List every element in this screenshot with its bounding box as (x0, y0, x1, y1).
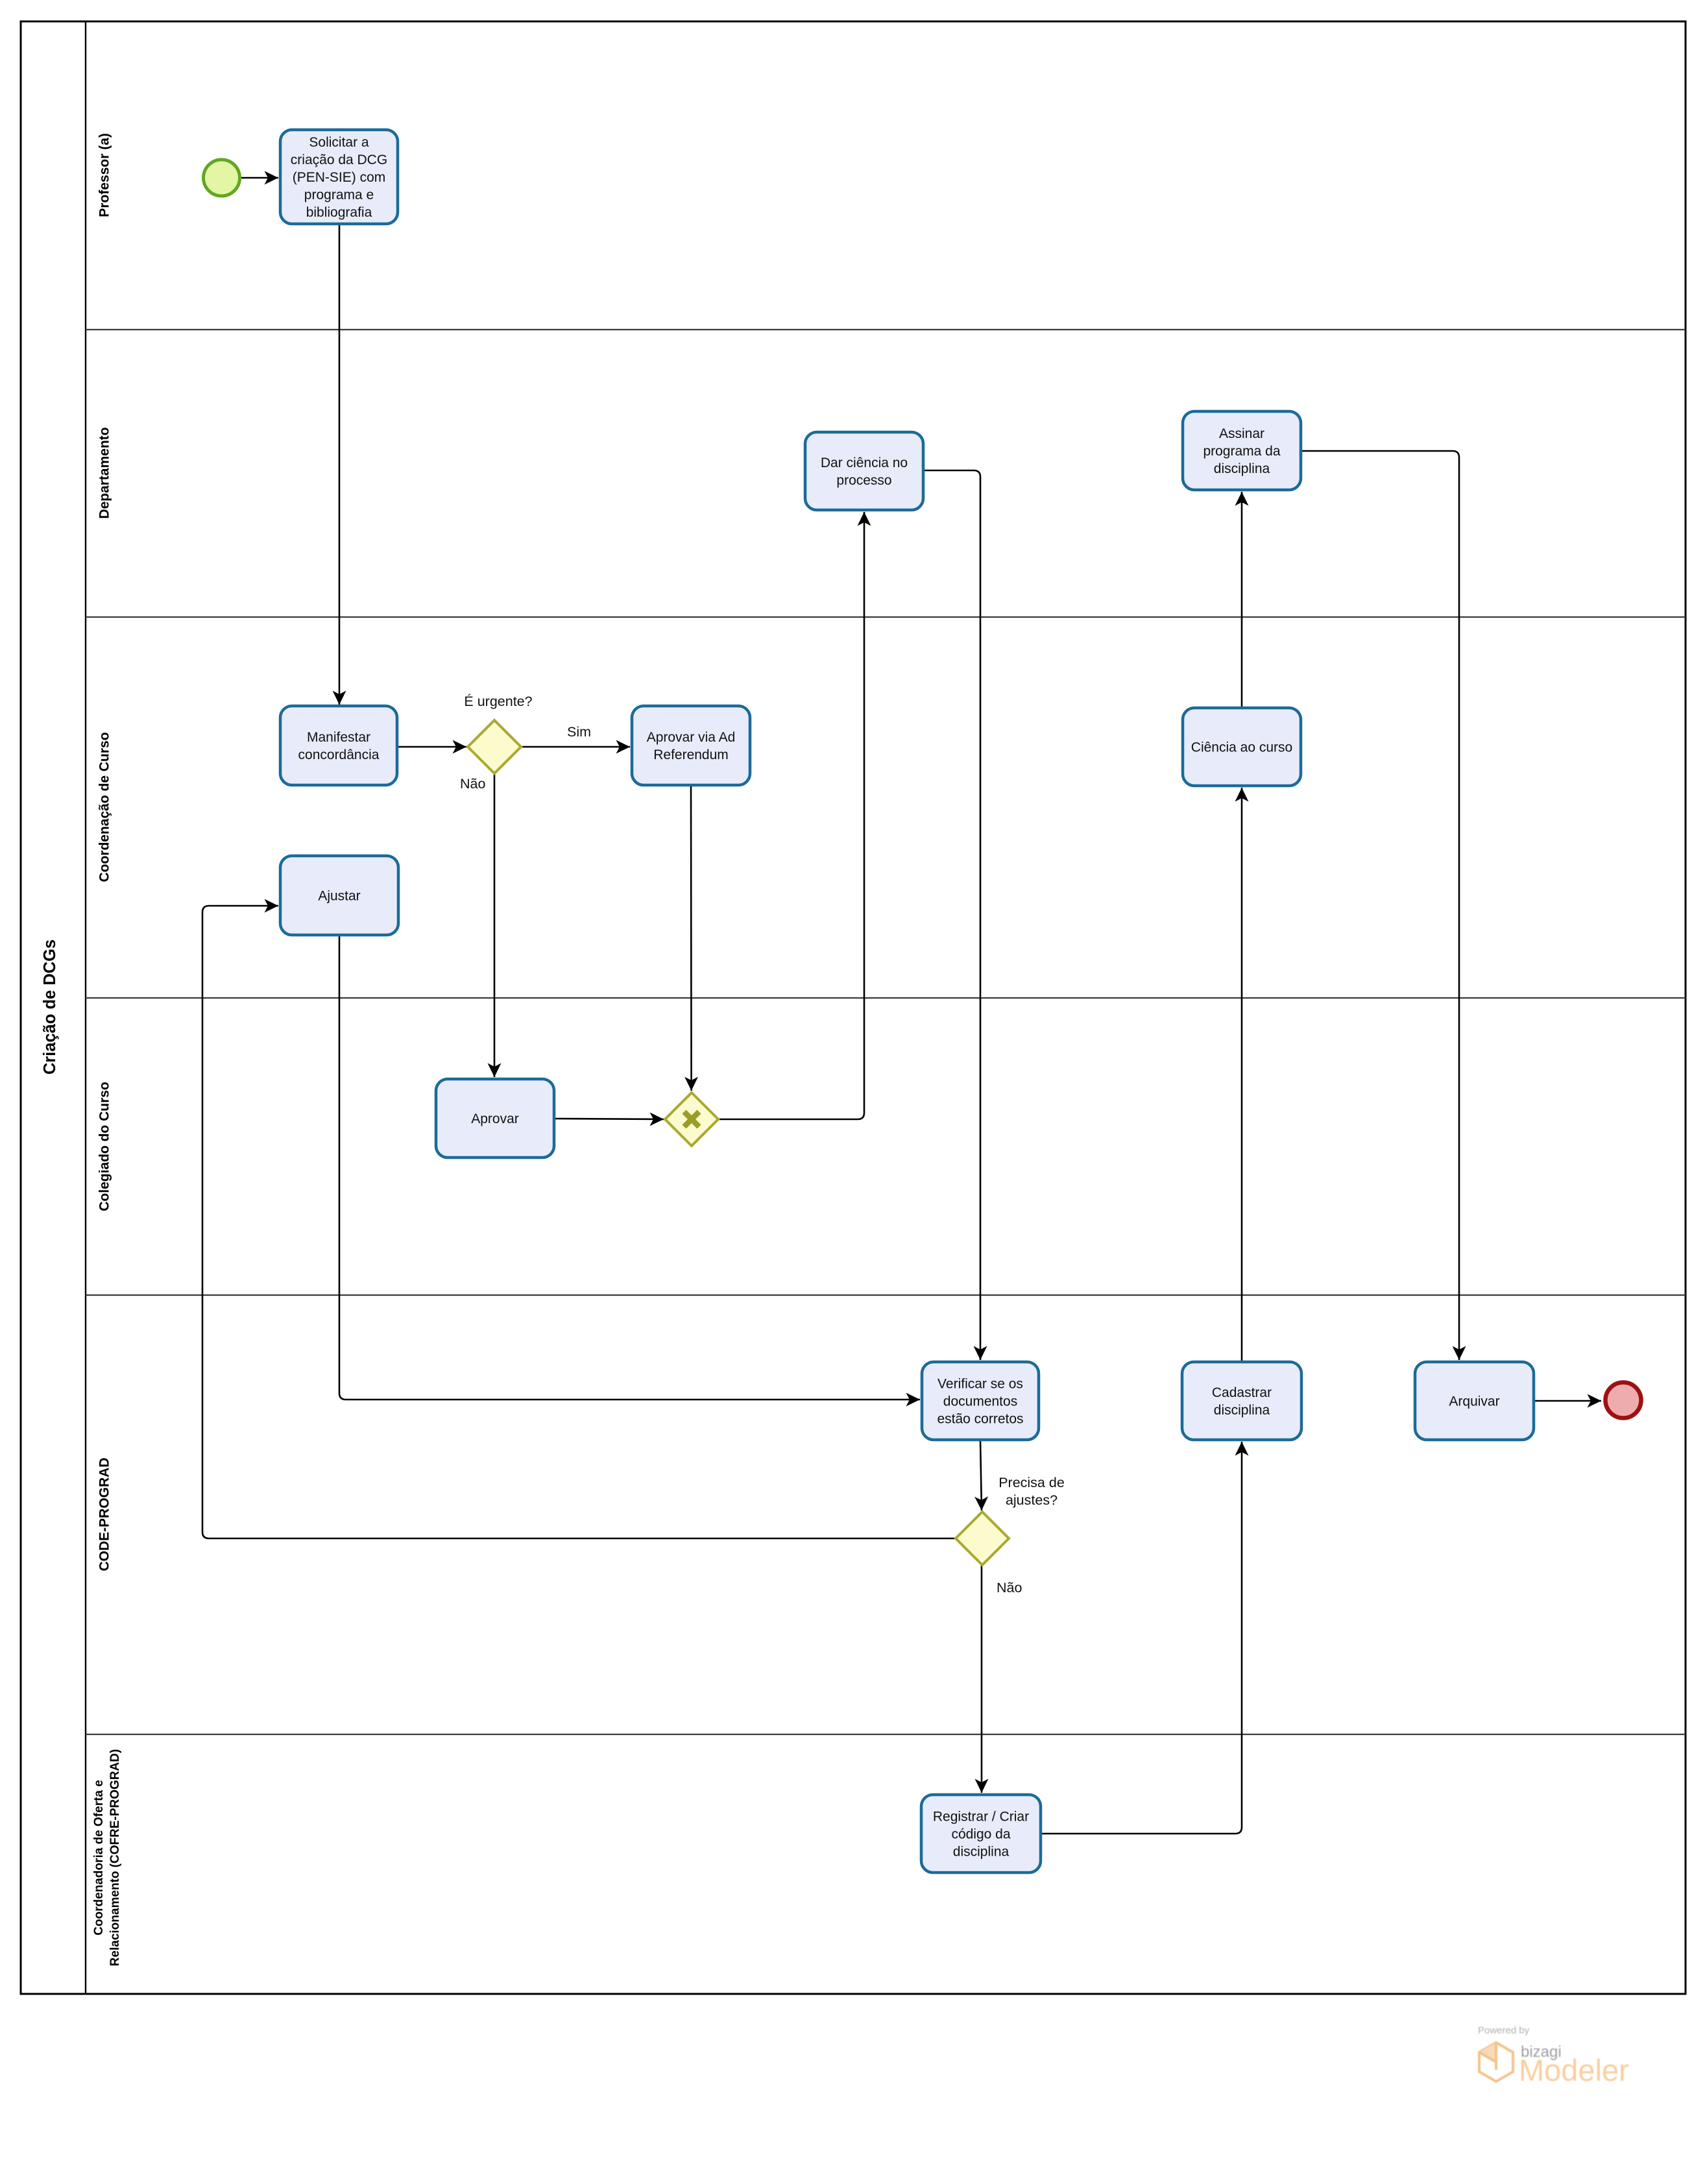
svg-text:Ajustar: Ajustar (318, 889, 360, 904)
svg-text:Modeler: Modeler (1519, 2053, 1629, 2087)
svg-text:Criação de DCGs: Criação de DCGs (41, 940, 59, 1074)
svg-text:Powered by: Powered by (1478, 2025, 1530, 2036)
svg-text:É urgente?: É urgente? (464, 693, 532, 709)
svg-text:Colegiado do Curso: Colegiado do Curso (97, 1082, 112, 1211)
svg-text:Departamento: Departamento (97, 427, 112, 518)
svg-text:Ciência ao curso: Ciência ao curso (1191, 740, 1292, 755)
svg-text:Professor (a): Professor (a) (97, 133, 112, 217)
svg-text:bizagi: bizagi (1521, 2043, 1562, 2061)
svg-text:Arquivar: Arquivar (1449, 1394, 1499, 1409)
svg-text:Sim: Sim (567, 724, 591, 740)
svg-text:Não: Não (997, 1580, 1022, 1596)
svg-text:Aprovar: Aprovar (471, 1111, 519, 1126)
svg-text:Coordenação de Curso: Coordenação de Curso (97, 732, 112, 882)
svg-text:CODE-PROGRAD: CODE-PROGRAD (97, 1457, 112, 1571)
svg-text:Não: Não (460, 776, 485, 792)
